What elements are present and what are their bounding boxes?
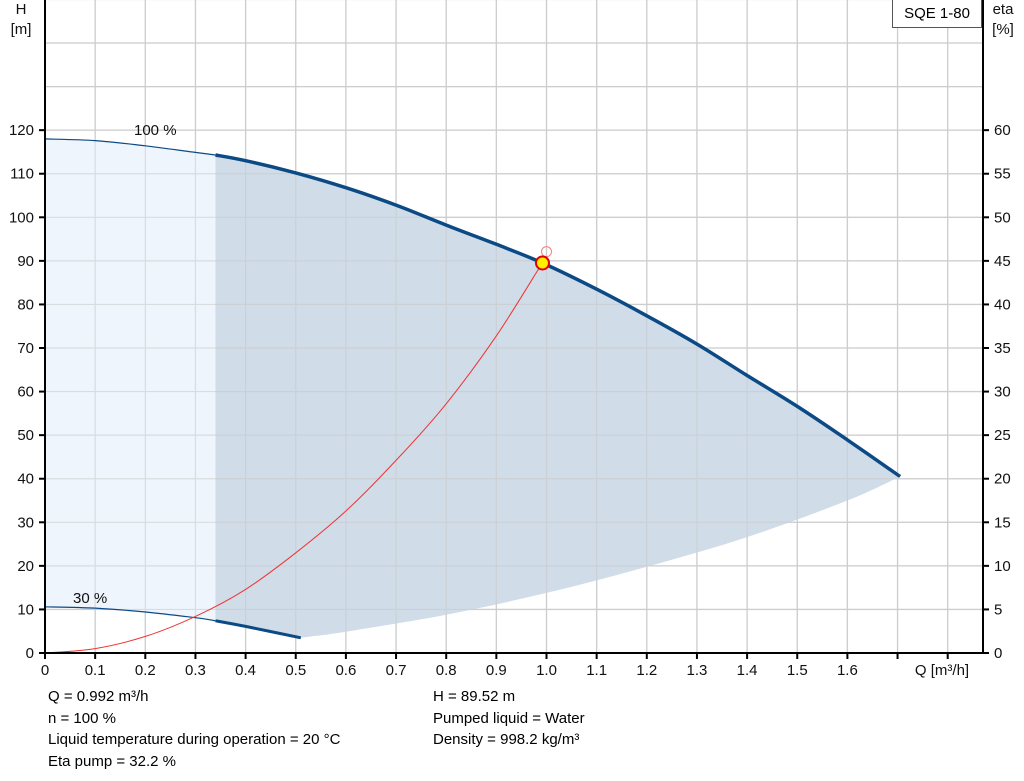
y-left-tick-label: 120 — [9, 122, 34, 139]
x-tick-label: 0.2 — [135, 662, 156, 679]
operating-area — [44, 0, 983, 654]
x-tick-label: 0.1 — [85, 662, 106, 679]
operating-point-marker — [534, 255, 550, 271]
x-tick-label: 0.3 — [185, 662, 206, 679]
y-left-tick-label: 10 — [17, 601, 34, 618]
info-density: Density = 998.2 kg/m³ — [433, 731, 580, 748]
y-left-tick-label: 0 — [26, 645, 34, 662]
y-right-tick-label: 0 — [994, 645, 1002, 662]
y-right-tick-label: 20 — [994, 471, 1011, 488]
x-tick-label: 1.2 — [636, 662, 657, 679]
axis-labels: 100 %30 %0102030405060708090100110120051… — [9, 1, 1014, 679]
curve-30-percent — [215, 619, 302, 640]
y-left-tick-label: 50 — [17, 427, 34, 444]
y-left-tick-label: 70 — [17, 340, 34, 357]
y-left-tick-label: 60 — [17, 384, 34, 401]
x-tick-label: 0 — [41, 662, 49, 679]
x-tick-label: 0.7 — [386, 662, 407, 679]
y-left-tick-label: 20 — [17, 558, 34, 575]
axes — [39, 0, 989, 659]
y-right-tick-label: 30 — [994, 384, 1011, 401]
y-right-tick-label: 40 — [994, 296, 1011, 313]
left-operating-area — [45, 138, 216, 621]
x-tick-label: 0.4 — [235, 662, 256, 679]
info-efficiency: Eta pump = 32.2 % — [48, 752, 176, 770]
y-right-tick-label: 60 — [994, 122, 1011, 139]
y-left-tick-label: 80 — [17, 296, 34, 313]
y-right-tick-label: 45 — [994, 253, 1011, 270]
grid-overlay — [44, 0, 983, 654]
y-right-tick-label: 15 — [994, 514, 1011, 531]
y-right-axis-label: eta — [993, 1, 1015, 18]
info-right: H = 89.52 m Pumped liquid = Water Densit… — [433, 686, 585, 751]
y-right-tick-label: 35 — [994, 340, 1011, 357]
x-tick-label: 1.6 — [837, 662, 858, 679]
x-tick-label: 1.5 — [787, 662, 808, 679]
y-right-tick-label: 55 — [994, 166, 1011, 183]
x-tick-label: 1.3 — [687, 662, 708, 679]
x-tick-label: 0.8 — [436, 662, 457, 679]
x-tick-label: 0.5 — [285, 662, 306, 679]
info-speed: n = 100 % — [48, 709, 116, 727]
x-tick-label: 1.1 — [586, 662, 607, 679]
info-temperature: Liquid temperature during operation = 20… — [48, 731, 341, 748]
x-tick-label: 0.6 — [335, 662, 356, 679]
y-left-tick-label: 100 — [9, 209, 34, 226]
y-left-tick-label: 90 — [17, 253, 34, 270]
x-tick-label: 1.0 — [536, 662, 557, 679]
curve-label-100: 100 % — [134, 122, 177, 139]
info-left: Q = 0.992 m³/h n = 100 % Liquid temperat… — [48, 686, 340, 772]
y-left-axis-unit: [m] — [11, 21, 32, 38]
info-flow: Q = 0.992 m³/h — [48, 688, 149, 705]
main-operating-area — [215, 155, 901, 638]
y-right-axis-unit: [%] — [992, 21, 1014, 38]
y-left-axis-label: H — [16, 1, 27, 18]
info-head: H = 89.52 m — [433, 688, 516, 705]
curve-30-thin — [44, 606, 216, 622]
y-right-tick-label: 10 — [994, 558, 1011, 575]
y-right-tick-label: 25 — [994, 427, 1011, 444]
curve-100-thin — [44, 138, 216, 156]
curve-label-30: 30 % — [73, 590, 107, 607]
y-left-tick-label: 110 — [10, 166, 34, 183]
y-left-tick-label: 30 — [17, 514, 34, 531]
x-tick-label: 1.4 — [737, 662, 758, 679]
info-liquid: Pumped liquid = Water — [433, 709, 585, 727]
y-right-tick-label: 50 — [994, 209, 1011, 226]
y-right-tick-label: 5 — [994, 601, 1002, 618]
eta-curve — [44, 262, 543, 654]
curves — [44, 138, 902, 654]
model-label: SQE 1-80 — [892, 0, 982, 28]
y-left-tick-label: 40 — [17, 471, 34, 488]
x-axis-label: Q [m³/h] — [915, 662, 969, 679]
x-tick-label: 0.9 — [486, 662, 507, 679]
